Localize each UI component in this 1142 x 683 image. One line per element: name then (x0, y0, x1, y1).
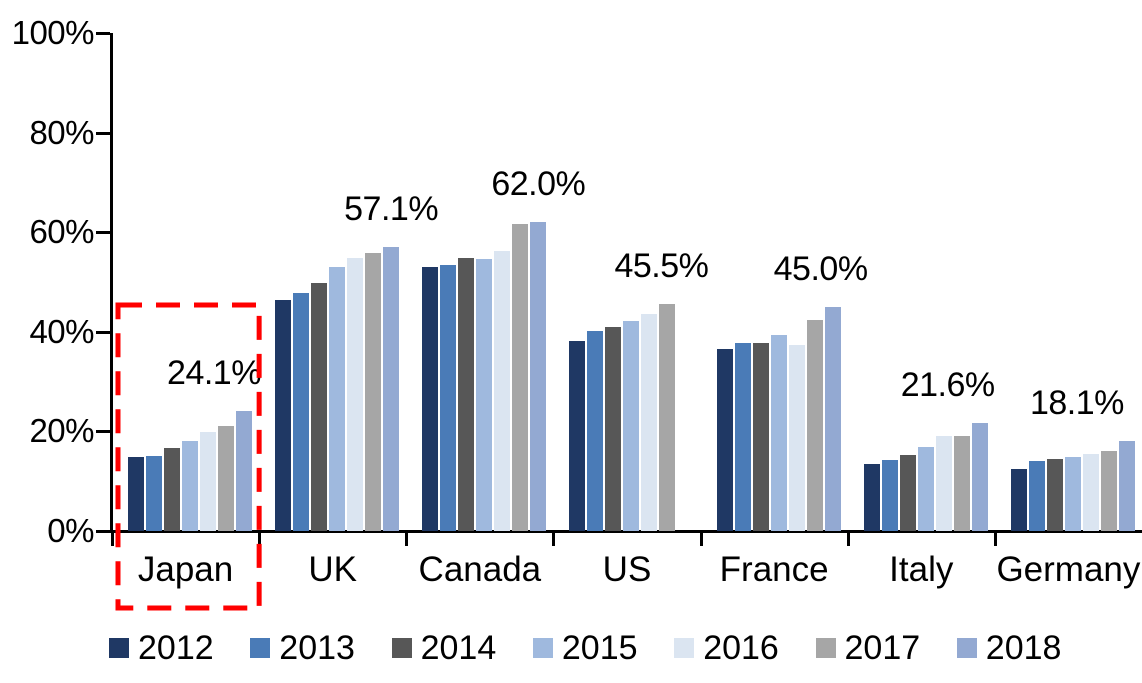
bar-italy-2014 (899, 454, 916, 531)
bar-italy-2012 (863, 463, 880, 531)
bar-us-2015 (623, 321, 640, 531)
legend-label-2012: 2012 (138, 629, 214, 667)
bar-germany-2013 (1028, 461, 1045, 531)
bar-us-2014 (605, 326, 622, 531)
bar-italy-2016 (935, 435, 952, 531)
bar-france-2017 (806, 319, 823, 531)
bar-france-2018 (824, 306, 841, 531)
bar-france-2013 (734, 343, 751, 531)
bar-uk-2014 (311, 282, 328, 531)
category-label-japan: Japan (137, 550, 234, 589)
y-tick-label: 80% (29, 113, 94, 151)
data-label-japan: 24.1% (167, 354, 261, 392)
bar-japan-2012 (128, 456, 144, 531)
legend-label-2017: 2017 (844, 629, 921, 667)
y-tick (96, 530, 110, 533)
bar-germany-2014 (1046, 458, 1063, 531)
data-label-italy: 21.6% (900, 366, 995, 405)
bar-italy-2018 (971, 423, 988, 531)
bar-canada-2015 (476, 258, 493, 531)
x-tick (405, 531, 409, 546)
bar-france-2012 (716, 348, 733, 531)
bar-canada-2013 (440, 264, 457, 531)
y-tick (96, 32, 110, 35)
legend-swatch-2016 (674, 638, 695, 658)
y-tick-label: 60% (29, 213, 94, 251)
bar-us-2016 (641, 314, 658, 531)
legend-swatch-2015 (532, 638, 553, 658)
x-tick (699, 531, 703, 546)
y-tick-label: 100% (11, 14, 95, 51)
y-tick-label: 0% (47, 512, 94, 549)
data-label-germany: 18.1% (1029, 383, 1124, 422)
bar-japan-2015 (182, 440, 198, 531)
legend-swatch-2014 (391, 638, 412, 658)
y-tick (96, 430, 110, 434)
category-label-france: France (719, 550, 829, 589)
y-tick (96, 330, 110, 334)
bar-uk-2012 (275, 299, 292, 531)
legend-swatch-2017 (815, 638, 836, 658)
y-tick (96, 131, 110, 135)
bar-france-2016 (788, 344, 805, 531)
bar-italy-2015 (917, 446, 934, 531)
legend-label-2014: 2014 (420, 629, 497, 667)
bar-us-2017 (659, 304, 676, 531)
data-label-canada: 62.0% (491, 165, 586, 204)
legend-swatch-2012 (109, 638, 129, 658)
legend-label-2016: 2016 (703, 629, 779, 667)
legend-label-2013: 2013 (279, 629, 355, 667)
bar-france-2015 (770, 335, 787, 531)
x-tick (258, 531, 262, 546)
y-tick-label: 40% (29, 312, 94, 350)
y-axis-line (110, 33, 113, 533)
data-label-us: 45.5% (614, 247, 709, 286)
bar-japan-2018 (236, 411, 252, 531)
bar-uk-2016 (347, 257, 364, 531)
legend-label-2015: 2015 (561, 629, 638, 667)
bar-japan-2013 (146, 455, 162, 531)
bar-japan-2016 (200, 431, 216, 531)
bar-japan-2017 (218, 425, 234, 531)
bar-uk-2013 (293, 292, 310, 531)
category-label-us: US (602, 550, 652, 589)
category-label-italy: Italy (889, 550, 954, 589)
bar-japan-2014 (164, 447, 180, 531)
y-tick-label: 20% (29, 412, 94, 450)
bar-us-2013 (587, 331, 604, 531)
bar-italy-2013 (881, 459, 898, 531)
bar-uk-2015 (329, 266, 346, 531)
category-label-germany: Germany (996, 550, 1141, 589)
legend-swatch-2018 (956, 638, 977, 658)
bar-canada-2017 (512, 223, 529, 531)
legend-swatch-2013 (250, 638, 271, 658)
bar-canada-2016 (494, 250, 511, 531)
bar-germany-2018 (1118, 440, 1135, 531)
bar-italy-2017 (953, 435, 970, 531)
data-label-france: 45.0% (773, 249, 868, 288)
bar-germany-2012 (1010, 468, 1027, 532)
bar-canada-2018 (530, 222, 547, 531)
bar-germany-2015 (1064, 456, 1081, 531)
bar-germany-2016 (1082, 453, 1099, 531)
x-tick (846, 531, 850, 546)
bar-canada-2014 (458, 257, 475, 531)
x-tick (993, 531, 997, 546)
legend-label-2018: 2018 (985, 629, 1062, 667)
x-tick (111, 531, 114, 546)
bar-germany-2017 (1100, 450, 1117, 531)
y-tick (96, 231, 110, 235)
bar-uk-2018 (383, 246, 400, 531)
x-tick (552, 531, 556, 546)
x-axis-line (98, 530, 1142, 533)
category-label-canada: Canada (418, 550, 542, 589)
data-label-uk: 57.1% (344, 189, 439, 228)
category-label-uk: UK (308, 550, 358, 589)
bar-france-2014 (752, 343, 769, 531)
bar-uk-2017 (365, 252, 382, 531)
bar-canada-2012 (422, 267, 439, 531)
bar-us-2012 (569, 340, 586, 531)
